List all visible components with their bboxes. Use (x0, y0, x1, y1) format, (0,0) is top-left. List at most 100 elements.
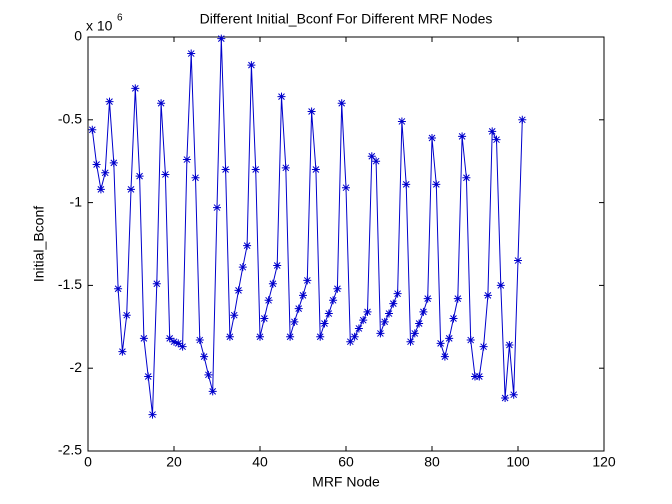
data-point (397, 117, 406, 126)
data-point (501, 394, 510, 403)
data-point (195, 336, 204, 345)
data-point (243, 241, 252, 250)
data-point (492, 135, 501, 144)
data-point (316, 332, 325, 341)
data-point (170, 337, 178, 346)
data-point (466, 336, 475, 345)
data-point (367, 152, 376, 161)
data-point (432, 180, 441, 189)
data-point (329, 296, 338, 305)
data-point (157, 99, 166, 108)
data-point (354, 324, 363, 333)
data-point (385, 309, 393, 318)
data-point (92, 160, 101, 169)
x-tick-label: 120 (592, 454, 616, 470)
x-tick-label: 20 (166, 454, 182, 470)
data-point (161, 170, 170, 179)
data-point (238, 263, 247, 272)
data-point (320, 319, 329, 328)
y-axis-label: Initial_Bconf (31, 206, 47, 282)
data-point (96, 185, 105, 194)
x-tick-label: 0 (84, 454, 92, 470)
data-point (139, 334, 148, 343)
data-point (105, 97, 114, 106)
data-point (462, 173, 471, 182)
data-point (101, 168, 110, 177)
data-point (131, 84, 140, 93)
data-point (372, 157, 381, 166)
data-point (178, 342, 187, 351)
data-point (453, 294, 462, 303)
data-point (122, 311, 131, 320)
data-point (182, 155, 191, 164)
data-point (337, 99, 346, 108)
y-exponent-power: 6 (117, 13, 123, 24)
data-point (389, 299, 398, 308)
data-point (114, 284, 123, 293)
data-point (423, 294, 432, 303)
data-point (402, 180, 411, 189)
data-point (247, 61, 256, 70)
data-point (213, 203, 221, 212)
data-point (471, 372, 479, 381)
data-point (303, 276, 312, 285)
data-point (514, 256, 522, 265)
data-point (88, 125, 97, 134)
y-tick-label: -1.5 (58, 276, 82, 292)
data-point (286, 332, 295, 341)
y-tick-label: -1 (70, 193, 83, 209)
x-tick-label: 80 (424, 454, 440, 470)
data-point (505, 341, 514, 350)
data-point (475, 372, 484, 381)
data-point (260, 314, 269, 323)
data-point (311, 165, 320, 174)
data-point (406, 337, 415, 346)
data-point (479, 342, 488, 351)
data-point (200, 352, 209, 361)
data-point (440, 352, 449, 361)
data-point (148, 410, 157, 419)
data-point (436, 339, 445, 348)
data-point (135, 172, 144, 181)
y-exponent-base: x 10 (86, 18, 113, 34)
data-point (363, 307, 372, 316)
data-point (518, 115, 527, 124)
data-point (251, 165, 260, 174)
data-point (483, 291, 492, 300)
data-point (419, 307, 428, 316)
data-point (217, 34, 226, 43)
data-point (208, 387, 217, 396)
y-tick-label: -2.5 (58, 442, 82, 458)
y-tick-label: 0 (74, 28, 82, 44)
data-point (191, 173, 200, 182)
data-point (204, 370, 213, 379)
data-point (221, 165, 230, 174)
data-point (324, 309, 333, 318)
data-point (350, 332, 359, 341)
data-point (264, 296, 273, 305)
data-point (488, 127, 497, 136)
data-point (449, 314, 458, 323)
data-point (294, 304, 303, 313)
data-point (415, 319, 424, 328)
data-point (445, 334, 454, 343)
data-point (268, 279, 277, 288)
data-point (380, 317, 389, 326)
data-point (225, 332, 234, 341)
data-point (299, 291, 307, 300)
data-point (458, 132, 467, 141)
data-point (152, 279, 161, 288)
data-point (118, 347, 127, 356)
data-point (230, 311, 239, 320)
data-point (307, 107, 316, 116)
y-tick-label: -0.5 (58, 111, 82, 127)
x-axis-label: MRF Node (312, 474, 380, 490)
data-point (342, 183, 350, 192)
data-point (346, 337, 355, 346)
data-point (393, 289, 402, 298)
x-tick-label: 60 (338, 454, 354, 470)
chart-title: Different Initial_Bconf For Different MR… (200, 11, 493, 27)
data-point (509, 390, 518, 399)
data-point (496, 281, 505, 290)
